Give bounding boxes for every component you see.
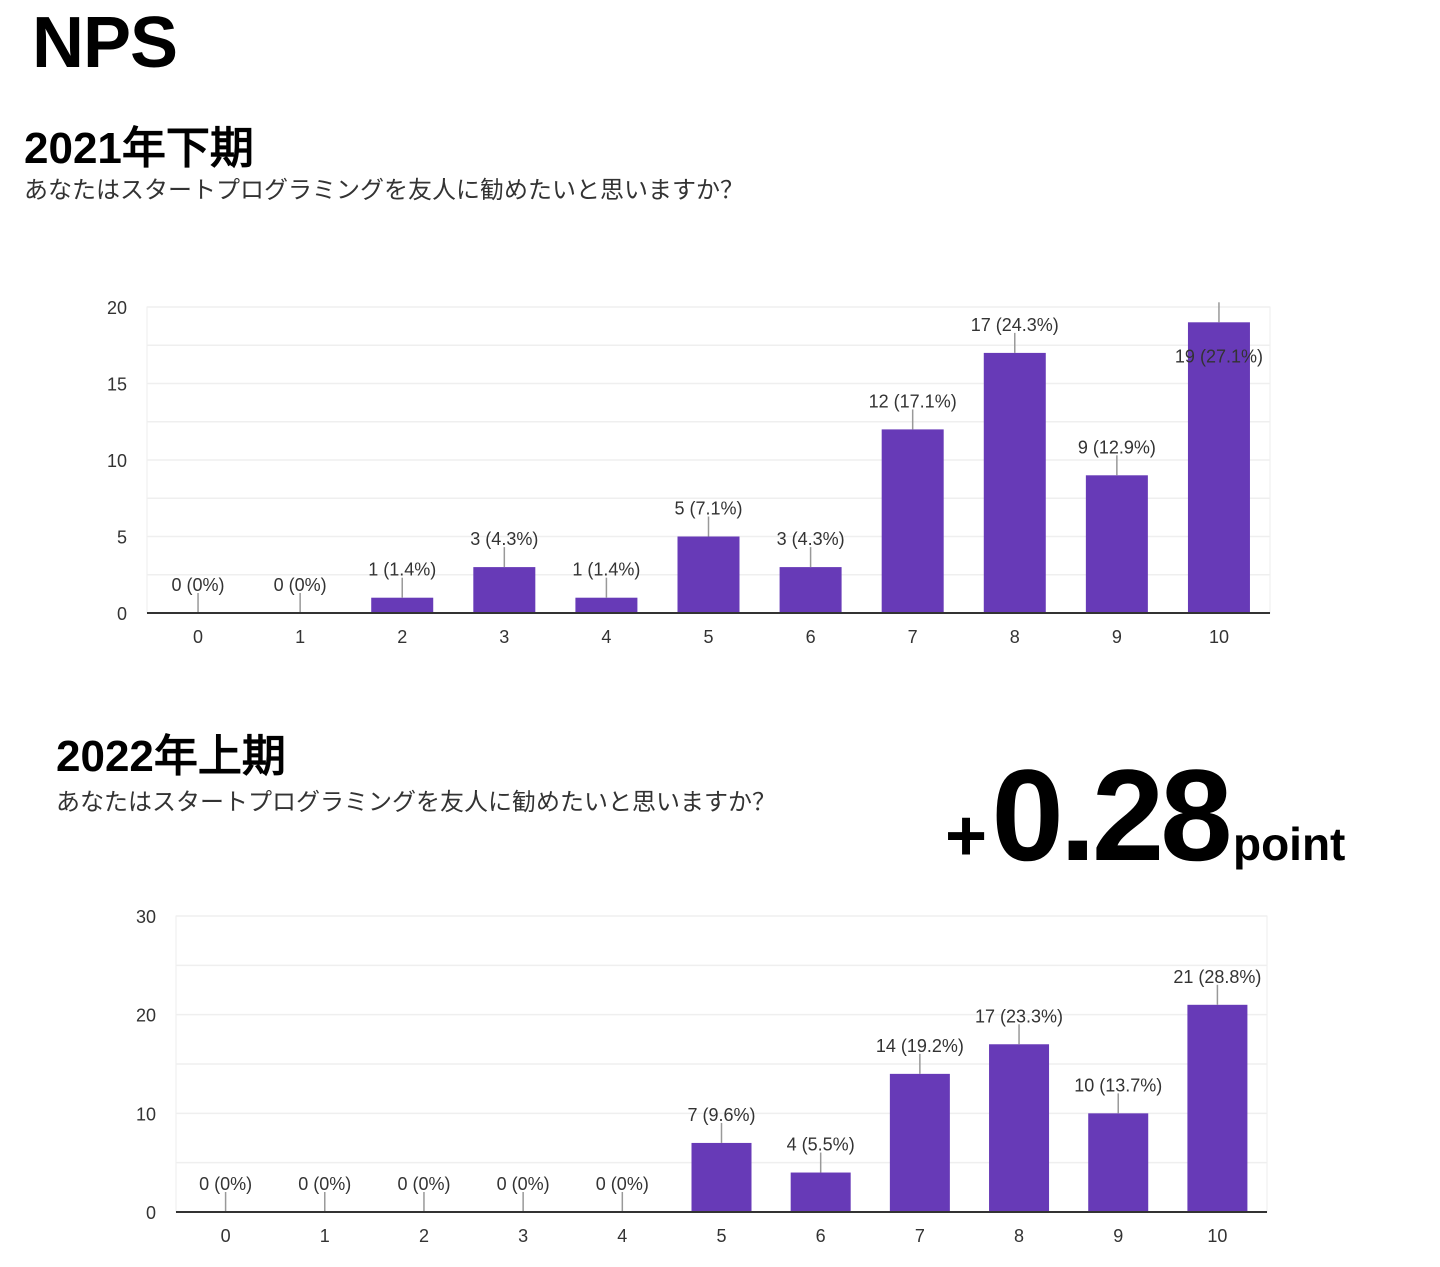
- nps-delta: + 0.28 point: [945, 740, 1345, 890]
- delta-sign: +: [945, 796, 988, 876]
- chart-1-data-label: 5 (7.1%): [674, 499, 742, 519]
- chart-1-data-label: 3 (4.3%): [470, 529, 538, 549]
- chart-1-x-tick-label: 3: [499, 627, 509, 647]
- chart-2-bar-7: [889, 1073, 950, 1212]
- chart-2-data-label: 7 (9.6%): [687, 1105, 755, 1125]
- chart-1-bar-5: [677, 536, 740, 613]
- chart-2-y-tick-label: 30: [136, 907, 156, 927]
- chart-1-bar-7: [881, 429, 944, 613]
- chart-1-data-label: 1 (1.4%): [368, 560, 436, 580]
- chart-2-data-label: 10 (13.7%): [1074, 1075, 1162, 1095]
- chart-1-bar-2: [371, 597, 434, 613]
- chart-2-y-tick-label: 10: [136, 1104, 156, 1124]
- chart-2-y-tick-label: 20: [136, 1006, 156, 1026]
- chart-2-data-label: 0 (0%): [497, 1174, 550, 1194]
- chart-2-x-tick-label: 8: [1014, 1226, 1024, 1246]
- chart-2-y-tick-label: 0: [146, 1203, 156, 1223]
- chart-1-x-tick-label: 2: [397, 627, 407, 647]
- chart-1-y-tick-label: 5: [117, 528, 127, 548]
- chart-2-data-label: 0 (0%): [199, 1174, 252, 1194]
- chart-1-data-label: 9 (12.9%): [1078, 437, 1156, 457]
- page-title: NPS: [32, 3, 178, 83]
- chart-1-x-tick-label: 8: [1010, 627, 1020, 647]
- chart-2-x-tick-label: 0: [221, 1226, 231, 1246]
- chart-1-bar-4: [575, 597, 638, 613]
- chart-2-subtitle: あなたはスタートプログラミングを友人に勧めたいと思いますか？: [56, 789, 776, 816]
- chart-2-x-tick-label: 10: [1207, 1226, 1227, 1246]
- chart-1-data-label: 0 (0%): [172, 575, 225, 595]
- chart-1-x-tick-label: 0: [193, 627, 203, 647]
- chart-2-bar-10: [1187, 1004, 1248, 1212]
- delta-unit: point: [1232, 818, 1346, 870]
- chart-2-x-tick-label: 3: [518, 1226, 528, 1246]
- chart-2-x-tick-label: 1: [320, 1226, 330, 1246]
- chart-2-title: 2022年上期: [56, 732, 286, 781]
- chart-1-x-tick-label: 4: [601, 627, 611, 647]
- chart-2-x-tick-label: 5: [716, 1226, 726, 1246]
- chart-2-bar-6: [790, 1172, 851, 1212]
- chart-1-data-label: 17 (24.3%): [971, 315, 1059, 335]
- chart-2-x-tick-label: 2: [419, 1226, 429, 1246]
- chart-1-data-label: 1 (1.4%): [572, 560, 640, 580]
- chart-1-x-tick-label: 9: [1112, 627, 1122, 647]
- delta-value: 0.28: [991, 742, 1233, 888]
- chart-2-bar-5: [691, 1142, 752, 1212]
- chart-2-bar-9: [1088, 1113, 1149, 1212]
- chart-2-data-label: 0 (0%): [596, 1174, 649, 1194]
- chart-1-y-tick-label: 20: [107, 298, 127, 318]
- chart-1-bar-8: [983, 352, 1046, 613]
- chart-2-data-label: 21 (28.8%): [1173, 967, 1261, 987]
- chart-2-x-tick-label: 7: [915, 1226, 925, 1246]
- chart-1-bar-9: [1085, 475, 1148, 613]
- chart-1-x-tick-label: 10: [1209, 627, 1229, 647]
- chart-1-y-tick-label: 0: [117, 604, 127, 624]
- chart-1-y-tick-label: 10: [107, 451, 127, 471]
- chart-1-title: 2021年下期: [24, 124, 254, 173]
- chart-1-x-tick-label: 1: [295, 627, 305, 647]
- chart-2-data-label: 0 (0%): [397, 1174, 450, 1194]
- chart-1-x-tick-label: 6: [806, 627, 816, 647]
- chart-2-data-label: 0 (0%): [298, 1174, 351, 1194]
- chart-2-x-tick-label: 9: [1113, 1226, 1123, 1246]
- chart-2-x-tick-label: 6: [816, 1226, 826, 1246]
- chart-1-x-tick-label: 5: [703, 627, 713, 647]
- chart-2-data-label: 4 (5.5%): [787, 1135, 855, 1155]
- chart-1-data-label: 19 (27.1%): [1175, 346, 1263, 366]
- chart-2-data-label: 17 (23.3%): [975, 1006, 1063, 1026]
- chart-1-bar-3: [473, 567, 536, 613]
- chart-1-data-label: 0 (0%): [274, 575, 327, 595]
- chart-1-subtitle: あなたはスタートプログラミングを友人に勧めたいと思いますか？: [24, 177, 744, 204]
- chart-1-bar-6: [779, 567, 842, 613]
- chart-1-data-label: 12 (17.1%): [869, 391, 957, 411]
- chart-1-bar-10: [1187, 322, 1250, 613]
- chart-2-data-label: 14 (19.2%): [876, 1036, 964, 1056]
- chart-1-y-tick-label: 15: [107, 375, 127, 395]
- chart-1-data-label: 3 (4.3%): [777, 529, 845, 549]
- chart-2-bar-8: [989, 1044, 1050, 1212]
- chart-1-x-tick-label: 7: [908, 627, 918, 647]
- chart-2-x-tick-label: 4: [617, 1226, 627, 1246]
